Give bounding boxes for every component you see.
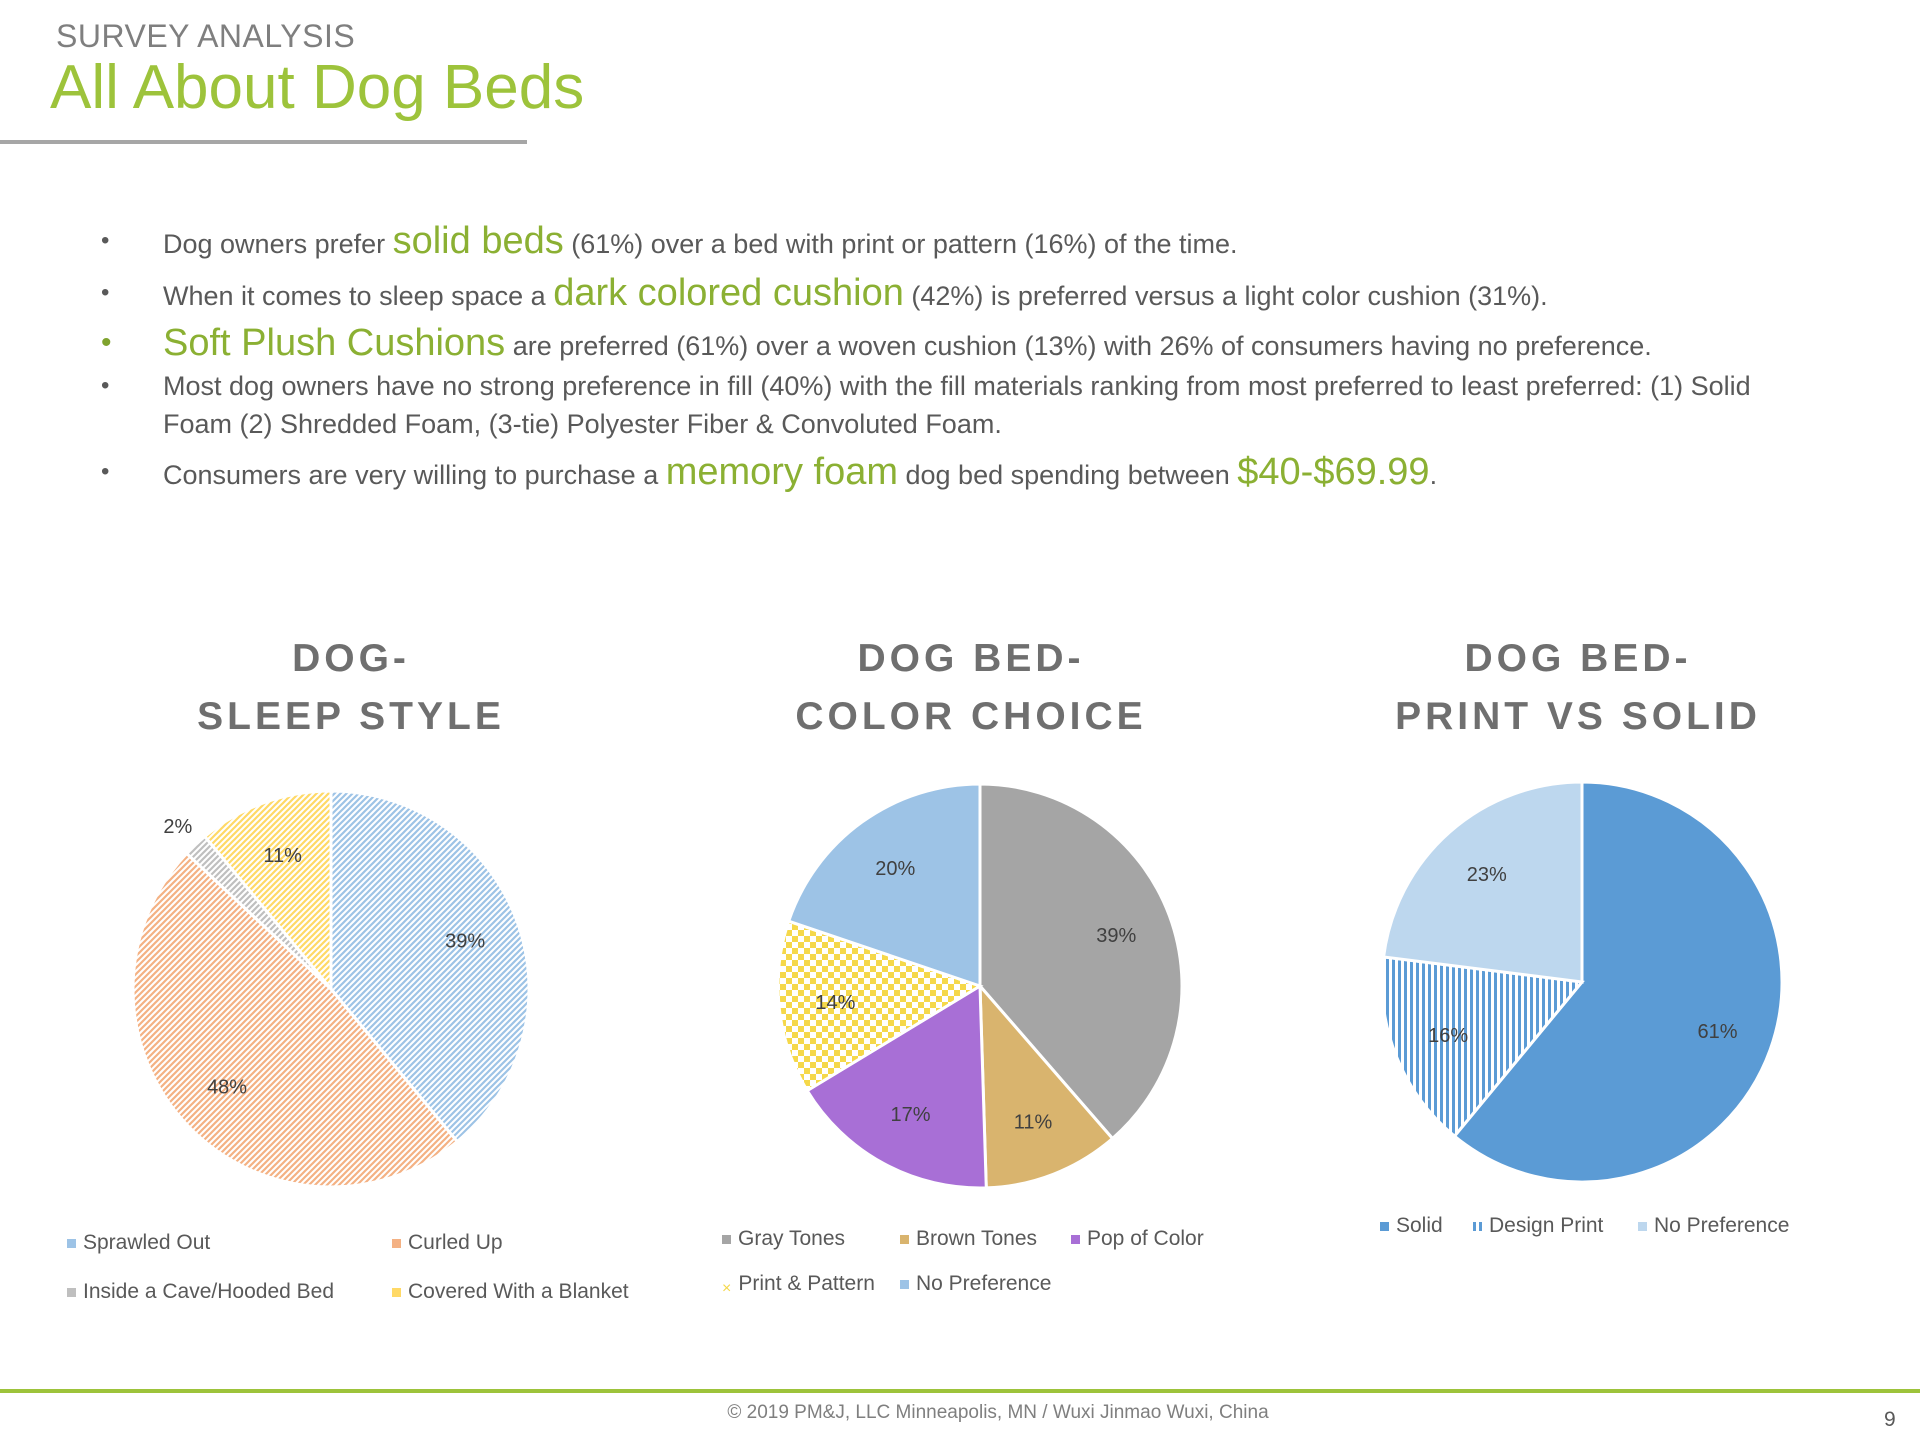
data-label: 48%: [207, 1077, 247, 1099]
legend-item: Design Print: [1473, 1214, 1603, 1238]
bullet-item: • Soft Plush Cushions are preferred (61%)…: [101, 322, 1652, 364]
section-kicker: SURVEY ANALYSIS: [56, 18, 356, 54]
highlight: memory foam: [665, 451, 898, 493]
legend-item: Covered With a Blanket: [392, 1280, 629, 1304]
highlight: dark colored cushion: [553, 272, 904, 314]
bullet-item: • Consumers are very willing to purchase …: [101, 451, 1438, 493]
bullet-item: • Most dog owners have no strong preferen…: [101, 367, 1823, 443]
pie-slice-no-preference: [786, 782, 982, 989]
highlight: $40-$69.99: [1237, 451, 1430, 493]
legend-item: × Print & Pattern: [722, 1272, 875, 1297]
legend-label: Covered With a Blanket: [408, 1280, 629, 1303]
pie-slice-gray-tones: [978, 782, 1184, 1141]
data-label: 11%: [1014, 1111, 1053, 1133]
legend-label: No Preference: [1654, 1214, 1790, 1237]
footer-copyright: © 2019 PM&J, LLC Minneapolis, MN / Wuxi …: [727, 1402, 1269, 1423]
data-label: 39%: [445, 931, 485, 953]
legend-swatch-icon: [392, 1287, 401, 1297]
legend-label: Design Print: [1489, 1214, 1604, 1237]
pie-slice-design-print: [1380, 955, 1585, 1139]
legend-item: Pop of Color: [1071, 1227, 1204, 1251]
legend-swatch-icon: [67, 1238, 76, 1248]
data-label: 61%: [1697, 1021, 1737, 1043]
legend-label: Solid: [1396, 1214, 1443, 1237]
data-label: 17%: [891, 1104, 931, 1126]
legend-item: Curled Up: [392, 1231, 503, 1255]
legend-item: Sprawled Out: [67, 1231, 210, 1255]
legend-swatch-icon: [1473, 1221, 1482, 1231]
legend-label: No Preference: [916, 1272, 1052, 1295]
page-title: All About Dog Beds: [50, 53, 585, 122]
chart-title-print-vs-solid: DOG BED- PRINT VS SOLID: [1395, 637, 1761, 738]
pie-slice-sprawled-out: [329, 789, 531, 1144]
bullet-icon: •: [101, 227, 110, 254]
legend-label: Brown Tones: [916, 1227, 1038, 1250]
data-label: 16%: [1428, 1025, 1468, 1047]
legend-item: Brown Tones: [900, 1227, 1037, 1251]
legend-label: Gray Tones: [738, 1227, 845, 1250]
pie-slice-curled-up: [131, 851, 460, 1189]
bullet-icon: •: [101, 458, 110, 485]
legend-item: Inside a Cave/Hooded Bed: [67, 1280, 334, 1304]
bullet-icon: •: [101, 326, 112, 359]
legend-swatch-icon: [900, 1279, 909, 1289]
data-label: 2%: [163, 816, 192, 838]
pie-slice-covered-with-a-blanket: [202, 789, 333, 994]
legend-label: Curled Up: [408, 1231, 503, 1254]
pie-slice-no-preference: [1381, 780, 1584, 984]
legend-item: No Preference: [1638, 1214, 1789, 1238]
pie-slice-pop-of-color: [805, 983, 988, 1190]
data-label: 39%: [1096, 925, 1136, 947]
legend-swatch-icon: [1071, 1234, 1080, 1244]
data-label: 14%: [815, 992, 855, 1014]
footer-divider: [0, 1389, 1920, 1393]
bullet-icon: •: [101, 279, 110, 306]
data-label: 20%: [875, 858, 915, 880]
data-label: 11%: [263, 845, 302, 867]
bullet-item: • Dog owners prefer solid beds (61%) over…: [101, 220, 1238, 262]
legend-swatch-icon: [1380, 1221, 1389, 1231]
legend-label: Sprawled Out: [83, 1231, 211, 1254]
legend-swatch-icon: ×: [722, 1279, 732, 1297]
chart-title-sleep-style: DOG- SLEEP STYLE: [197, 637, 505, 738]
bullet-item: • When it comes to sleep space a dark col…: [101, 272, 1548, 314]
legend-swatch-icon: [1638, 1221, 1647, 1231]
legend-swatch-icon: [722, 1234, 731, 1244]
pie-slice-brown-tones: [978, 981, 1115, 1190]
legend-swatch-icon: [900, 1234, 909, 1244]
highlight: solid beds: [392, 220, 564, 262]
chart-title-color-choice: DOG BED- COLOR CHOICE: [795, 637, 1147, 738]
legend-label: Pop of Color: [1087, 1227, 1204, 1250]
bullet-icon: •: [101, 372, 110, 399]
pie-slice-print-pattern: [776, 919, 984, 1093]
legend-swatch-icon: [392, 1238, 401, 1248]
highlight: Soft Plush Cushions: [163, 322, 506, 364]
page-number: 9: [1884, 1408, 1896, 1431]
legend-swatch-icon: [67, 1287, 76, 1297]
legend-label: Inside a Cave/Hooded Bed: [83, 1280, 335, 1303]
legend-label: Print & Pattern: [738, 1272, 875, 1295]
data-label: 23%: [1467, 864, 1507, 886]
legend-item: No Preference: [900, 1272, 1051, 1296]
title-divider: [0, 140, 527, 144]
pie-slice-solid: [1452, 780, 1784, 1184]
legend-item: Gray Tones: [722, 1227, 845, 1251]
legend-item: Solid: [1380, 1214, 1443, 1238]
